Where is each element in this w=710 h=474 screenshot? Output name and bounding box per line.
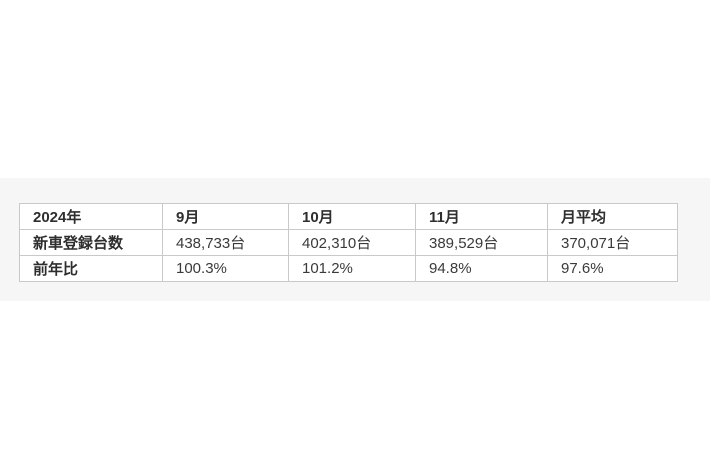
row-label-registrations: 新車登録台数 xyxy=(19,229,163,256)
registrations-monthly-average: 370,071台 xyxy=(547,229,678,256)
registrations-november: 389,529台 xyxy=(415,229,548,256)
registrations-september: 438,733台 xyxy=(162,229,289,256)
table-row-yoy: 前年比 100.3% 101.2% 94.8% 97.6% xyxy=(19,255,678,282)
header-november: 11月 xyxy=(415,203,548,230)
header-year: 2024年 xyxy=(19,203,163,230)
header-monthly-average: 月平均 xyxy=(547,203,678,230)
table-header-row: 2024年 9月 10月 11月 月平均 xyxy=(19,203,678,230)
yoy-october: 101.2% xyxy=(288,255,416,282)
header-september: 9月 xyxy=(162,203,289,230)
table-row-registrations: 新車登録台数 438,733台 402,310台 389,529台 370,07… xyxy=(19,229,678,256)
yoy-monthly-average: 97.6% xyxy=(547,255,678,282)
registrations-october: 402,310台 xyxy=(288,229,416,256)
row-label-yoy: 前年比 xyxy=(19,255,163,282)
header-october: 10月 xyxy=(288,203,416,230)
yoy-november: 94.8% xyxy=(415,255,548,282)
yoy-september: 100.3% xyxy=(162,255,289,282)
monthly-registration-table: 2024年 9月 10月 11月 月平均 新車登録台数 438,733台 402… xyxy=(19,203,678,282)
